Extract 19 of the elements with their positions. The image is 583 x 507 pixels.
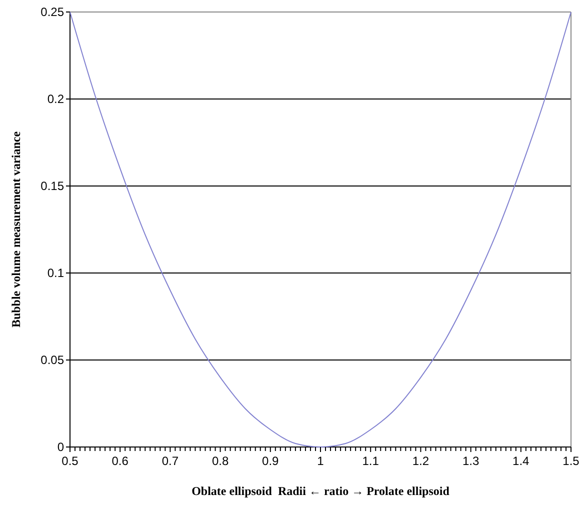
x-tick-label: 0.6 [112, 454, 129, 468]
x-tick-label: 1.1 [362, 454, 380, 468]
x-tick-label: 1.2 [412, 454, 430, 468]
y-tick-label: 0 [57, 440, 64, 454]
x-tick-label: 1 [317, 454, 324, 468]
x-tick-label: 1.5 [562, 454, 580, 468]
y-tick-label: 0.25 [40, 5, 64, 20]
x-tick-label: 1.3 [462, 454, 480, 468]
y-tick-label: 0.2 [47, 92, 64, 106]
y-tick-label: 0.05 [40, 353, 64, 368]
x-tick-label: 0.5 [62, 454, 79, 468]
x-axis-title: Oblate ellipsoid Radii ← ratio → Prolate ellipsoid [192, 484, 450, 498]
x-tick-label: 0.9 [262, 454, 280, 468]
y-axis-title: Bubble volume measurement variance [9, 130, 23, 328]
x-tick-label: 1.4 [512, 454, 530, 468]
x-tick-label: 0.8 [212, 454, 229, 468]
y-tick-label: 0.1 [47, 266, 64, 280]
x-tick-label: 0.7 [162, 454, 179, 468]
y-tick-label: 0.15 [40, 179, 64, 194]
